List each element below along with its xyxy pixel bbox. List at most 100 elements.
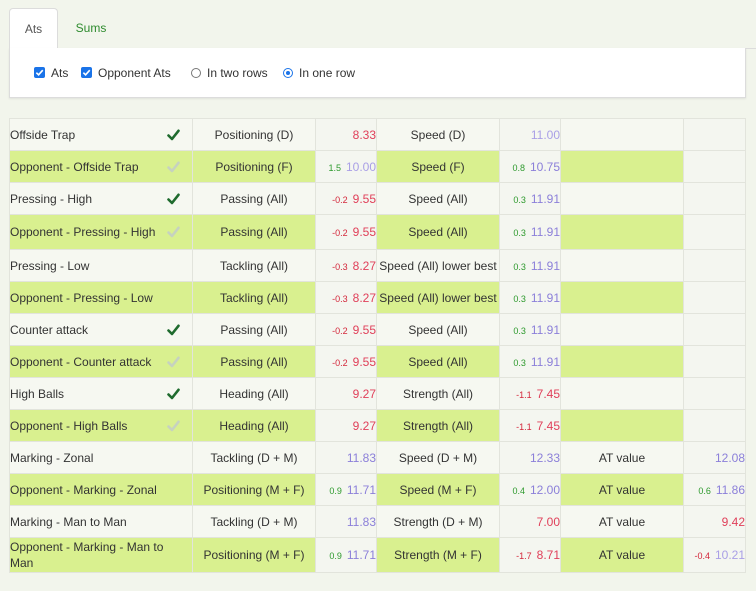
difference-value: -1.1 [516, 421, 532, 432]
tactic-name: Offside Trap [10, 127, 76, 142]
value-cell: 0.9 11.71 [315, 537, 377, 573]
one-row-radio-option[interactable]: In one row [283, 48, 355, 97]
check-icon [35, 69, 44, 77]
ats-checkbox[interactable] [34, 67, 45, 78]
value-cell: 0.4 12.00 [499, 473, 561, 506]
value-cell: 0.6 11.86 [683, 473, 746, 506]
value-cell: 9.42 [683, 505, 746, 538]
tactic-name: Counter attack [10, 322, 89, 337]
attribute-value: 7.45 [536, 386, 560, 401]
attribute-value: 7.00 [536, 514, 560, 529]
tactic-name-cell: Offside Trap [9, 118, 193, 151]
opponent-ats-checkbox[interactable] [81, 67, 92, 78]
table-row: Opponent - Pressing - Low Tackling (All) -… [9, 281, 746, 314]
one-row-radio[interactable] [283, 67, 293, 78]
attribute-value: 11.71 [346, 548, 376, 562]
attribute-name: Passing (All) [192, 313, 316, 346]
attribute-value: 10.75 [529, 159, 560, 174]
value-cell: 12.08 [683, 441, 746, 474]
attribute-value: 9.55 [352, 225, 376, 239]
value-cell [683, 214, 746, 250]
attribute-name: Positioning (F) [192, 150, 316, 183]
attribute-name: Speed (D) [376, 118, 500, 151]
attribute-name: Positioning (M + F) [192, 537, 316, 573]
table-row: Opponent - Offside Trap Positioning (F) 1.… [9, 150, 746, 183]
attribute-value: 7.45 [536, 418, 560, 433]
attribute-name [560, 345, 684, 378]
tactic-name-cell: Opponent - Pressing - High [9, 214, 193, 250]
tactic-name-cell: Opponent - High Balls [9, 409, 193, 442]
tactics-table: Offside Trap Positioning (D) 8.33 Speed (D)… [9, 118, 746, 573]
value-cell [683, 409, 746, 442]
attribute-name: Heading (All) [192, 409, 316, 442]
attribute-name [560, 249, 684, 282]
tactic-name: Opponent - Pressing - High [10, 225, 156, 239]
opponent-ats-checkbox-option[interactable]: Opponent Ats [81, 48, 171, 97]
tab-bar: Ats Sums [9, 8, 756, 49]
ats-checkbox-option[interactable]: Ats [34, 48, 68, 97]
value-cell: 12.33 [499, 441, 561, 474]
attribute-value: 10.21 [714, 548, 745, 562]
tactic-name: Opponent - Pressing - Low [10, 290, 153, 305]
ats-checkbox-label: Ats [51, 65, 69, 80]
value-cell: 11.00 [499, 118, 561, 151]
value-cell: -0.2 9.55 [315, 313, 377, 346]
value-cell: -0.3 8.27 [315, 249, 377, 282]
difference-value: 0.6 [698, 485, 711, 496]
tactic-name-cell: Opponent - Marking - Zonal [9, 473, 193, 506]
tactic-name: High Balls [10, 386, 65, 401]
table-row: Pressing - Low Tackling (All) -0.3 8.27 Spee… [9, 249, 746, 282]
value-cell: 7.00 [499, 505, 561, 538]
check-icon [82, 69, 91, 77]
attribute-name [560, 281, 684, 314]
difference-value: 1.5 [328, 162, 341, 173]
attribute-value: 11.83 [346, 514, 376, 529]
tactic-name: Marking - Zonal [10, 450, 94, 465]
attribute-value: 9.55 [352, 354, 376, 369]
attribute-name: Tackling (All) [192, 281, 316, 314]
value-cell [683, 249, 746, 282]
two-rows-radio-option[interactable]: In two rows [191, 48, 268, 97]
value-cell: 11.83 [315, 441, 377, 474]
difference-value: 0.9 [329, 551, 342, 561]
difference-value: 0.3 [513, 194, 526, 205]
value-cell: -0.2 9.55 [315, 214, 377, 250]
attribute-name [560, 313, 684, 346]
difference-value: 0.3 [513, 261, 526, 272]
two-rows-radio[interactable] [191, 67, 201, 78]
attribute-value: 9.27 [352, 418, 376, 433]
checkmark-icon [167, 388, 180, 399]
value-cell: -0.2 9.55 [315, 182, 377, 215]
value-cell: 0.3 11.91 [499, 281, 561, 314]
value-cell: -0.3 8.27 [315, 281, 377, 314]
difference-value: 0.3 [513, 228, 526, 238]
value-cell [683, 150, 746, 183]
difference-value: -0.3 [332, 261, 348, 272]
value-cell: -0.4 10.21 [683, 537, 746, 573]
attribute-name [560, 182, 684, 215]
attribute-name: Passing (All) [192, 182, 316, 215]
attribute-name: Heading (All) [192, 377, 316, 410]
attribute-name: Speed (All) lower best [376, 281, 500, 314]
table-row: High Balls Heading (All) 9.27 Strength (All… [9, 377, 746, 410]
difference-value: -0.2 [332, 325, 348, 336]
attribute-name: Tackling (D + M) [192, 441, 316, 474]
attribute-name: Strength (M + F) [376, 537, 500, 573]
attribute-value: 11.86 [715, 482, 745, 497]
tab-ats[interactable]: Ats [9, 8, 58, 49]
attribute-name: Passing (All) [192, 345, 316, 378]
tactic-name: Opponent - High Balls [10, 418, 128, 433]
difference-value: 0.8 [512, 162, 525, 173]
attribute-value: 12.33 [529, 450, 560, 465]
value-cell: 0.9 11.71 [315, 473, 377, 506]
table-row: Marking - Man to Man Tackling (D + M) 11.8… [9, 505, 746, 538]
tab-sums[interactable]: Sums [75, 21, 107, 35]
attribute-value: 11.91 [530, 290, 560, 305]
value-cell [683, 313, 746, 346]
value-cell [683, 118, 746, 151]
attribute-value: 11.91 [530, 322, 560, 337]
value-cell: 9.27 [315, 377, 377, 410]
value-cell: -1.7 8.71 [499, 537, 561, 573]
opponent-ats-checkbox-label: Opponent Ats [98, 65, 171, 80]
tactic-name-cell: Opponent - Offside Trap [9, 150, 193, 183]
